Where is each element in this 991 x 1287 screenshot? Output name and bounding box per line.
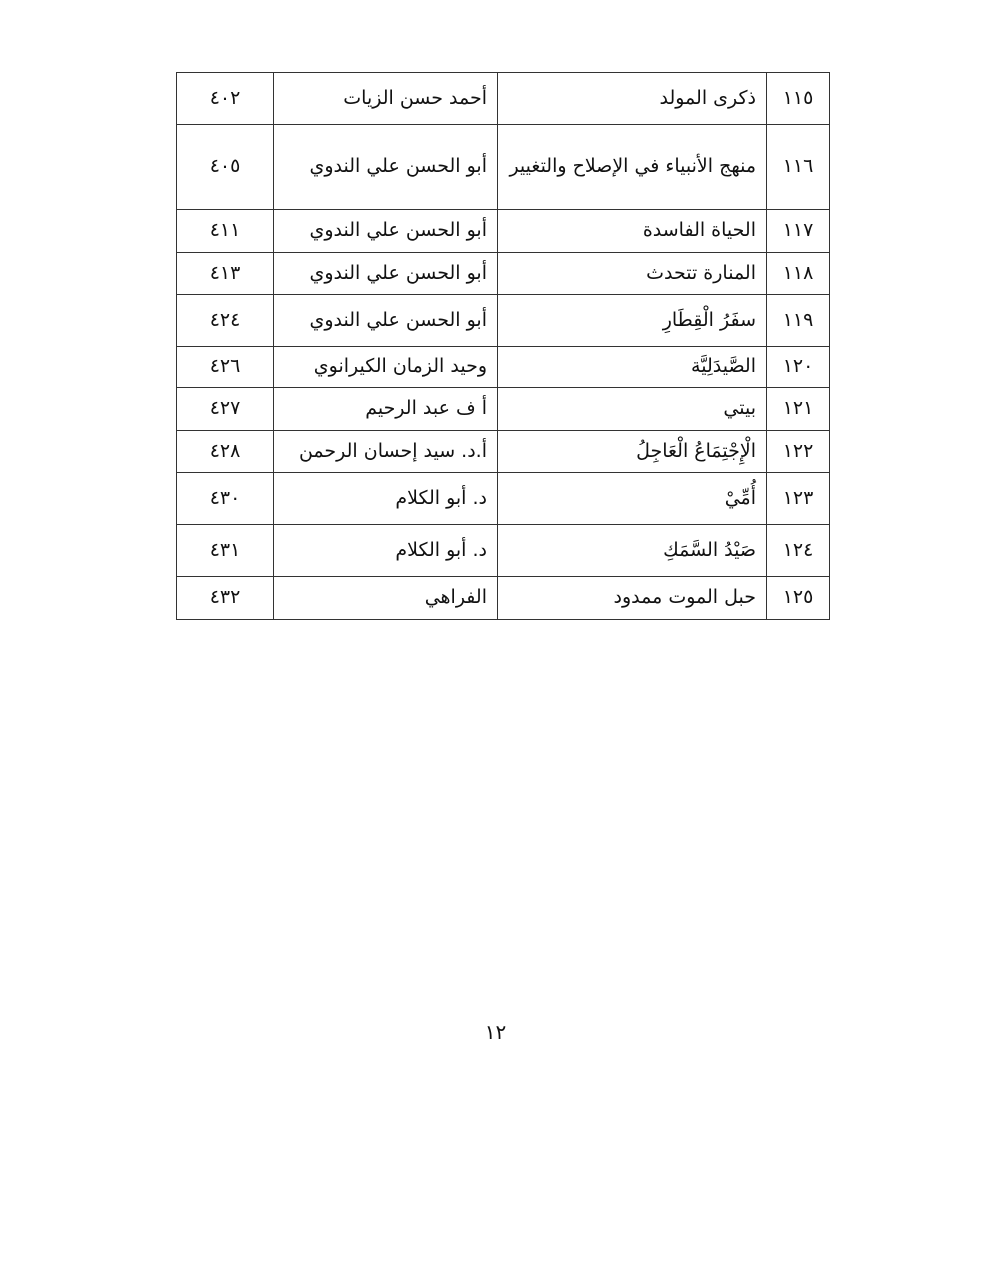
title-cell: صَيْدُ السَّمَكِ — [497, 524, 767, 577]
author-cell: أ ف عبد الرحيم — [273, 387, 498, 431]
table-row: ١٢٤ صَيْدُ السَّمَكِ د. أبو الكلام ٤٣١ — [176, 524, 830, 577]
row-number: ١٢٤ — [766, 524, 830, 577]
row-number: ١٢٢ — [766, 430, 830, 473]
title-cell: الصَّيدَلِيَّة — [497, 346, 767, 388]
table-row: ١٢١ بيتي أ ف عبد الرحيم ٤٢٧ — [176, 387, 830, 431]
page-cell: ٤٣١ — [176, 524, 274, 577]
table-row: ١١٧ الحياة الفاسدة أبو الحسن علي الندوي ٤١١ — [176, 209, 830, 253]
author-cell: د. أبو الكلام — [273, 472, 498, 525]
author-cell: أبو الحسن علي الندوي — [273, 252, 498, 295]
author-cell: أبو الحسن علي الندوي — [273, 124, 498, 210]
title-cell: سفَرُ الْقِطَارِ — [497, 294, 767, 347]
page-cell: ٤١٣ — [176, 252, 274, 295]
row-number: ١٢١ — [766, 387, 830, 431]
author-cell: أبو الحسن علي الندوي — [273, 209, 498, 253]
author-cell: الفراهي — [273, 576, 498, 620]
title-cell: الحياة الفاسدة — [497, 209, 767, 253]
title-cell: أُمِّيْ — [497, 472, 767, 525]
row-number: ١١٨ — [766, 252, 830, 295]
title-cell: الْإِجْتِمَاعُ الْعَاجِلُ — [497, 430, 767, 473]
table-row: ١١٥ ذكرى المولد أحمد حسن الزيات ٤٠٢ — [176, 72, 830, 125]
title-cell: بيتي — [497, 387, 767, 431]
row-number: ١٢٣ — [766, 472, 830, 525]
page-cell: ٤١١ — [176, 209, 274, 253]
page-cell: ٤٢٤ — [176, 294, 274, 347]
row-number: ١٢٥ — [766, 576, 830, 620]
page-cell: ٤٢٦ — [176, 346, 274, 388]
table-row: ١٢٣ أُمِّيْ د. أبو الكلام ٤٣٠ — [176, 472, 830, 525]
page-cell: ٤٣٠ — [176, 472, 274, 525]
row-number: ١١٥ — [766, 72, 830, 125]
table-row: ١١٨ المنارة تتحدث أبو الحسن علي الندوي ٤١٣ — [176, 252, 830, 295]
author-cell: د. أبو الكلام — [273, 524, 498, 577]
row-number: ١٢٠ — [766, 346, 830, 388]
table-row: ١١٩ سفَرُ الْقِطَارِ أبو الحسن علي الندوي ٤… — [176, 294, 830, 347]
author-cell: وحيد الزمان الكيرانوي — [273, 346, 498, 388]
table-row: ١٢٢ الْإِجْتِمَاعُ الْعَاجِلُ أ.د. سيد إحس… — [176, 430, 830, 473]
author-cell: أبو الحسن علي الندوي — [273, 294, 498, 347]
table-row: ١١٦ منهج الأنبياء في الإصلاح والتغيير أبو … — [176, 124, 830, 210]
author-cell: أحمد حسن الزيات — [273, 72, 498, 125]
row-number: ١١٩ — [766, 294, 830, 347]
page-cell: ٤٣٢ — [176, 576, 274, 620]
index-table: ١١٥ ذكرى المولد أحمد حسن الزيات ٤٠٢ ١١٦ منهج … — [176, 72, 830, 620]
row-number: ١١٦ — [766, 124, 830, 210]
title-cell: المنارة تتحدث — [497, 252, 767, 295]
page-cell: ٤٢٧ — [176, 387, 274, 431]
title-cell: ذكرى المولد — [497, 72, 767, 125]
row-number: ١١٧ — [766, 209, 830, 253]
page-cell: ٤٠٢ — [176, 72, 274, 125]
table-row: ١٢٠ الصَّيدَلِيَّة وحيد الزمان الكيرانوي ٤٢… — [176, 346, 830, 388]
title-cell: منهج الأنبياء في الإصلاح والتغيير — [497, 124, 767, 210]
page-number: ١٢ — [484, 1020, 507, 1044]
title-cell: حبل الموت ممدود — [497, 576, 767, 620]
page-cell: ٤٠٥ — [176, 124, 274, 210]
page-cell: ٤٢٨ — [176, 430, 274, 473]
table-row: ١٢٥ حبل الموت ممدود الفراهي ٤٣٢ — [176, 576, 830, 620]
author-cell: أ.د. سيد إحسان الرحمن — [273, 430, 498, 473]
